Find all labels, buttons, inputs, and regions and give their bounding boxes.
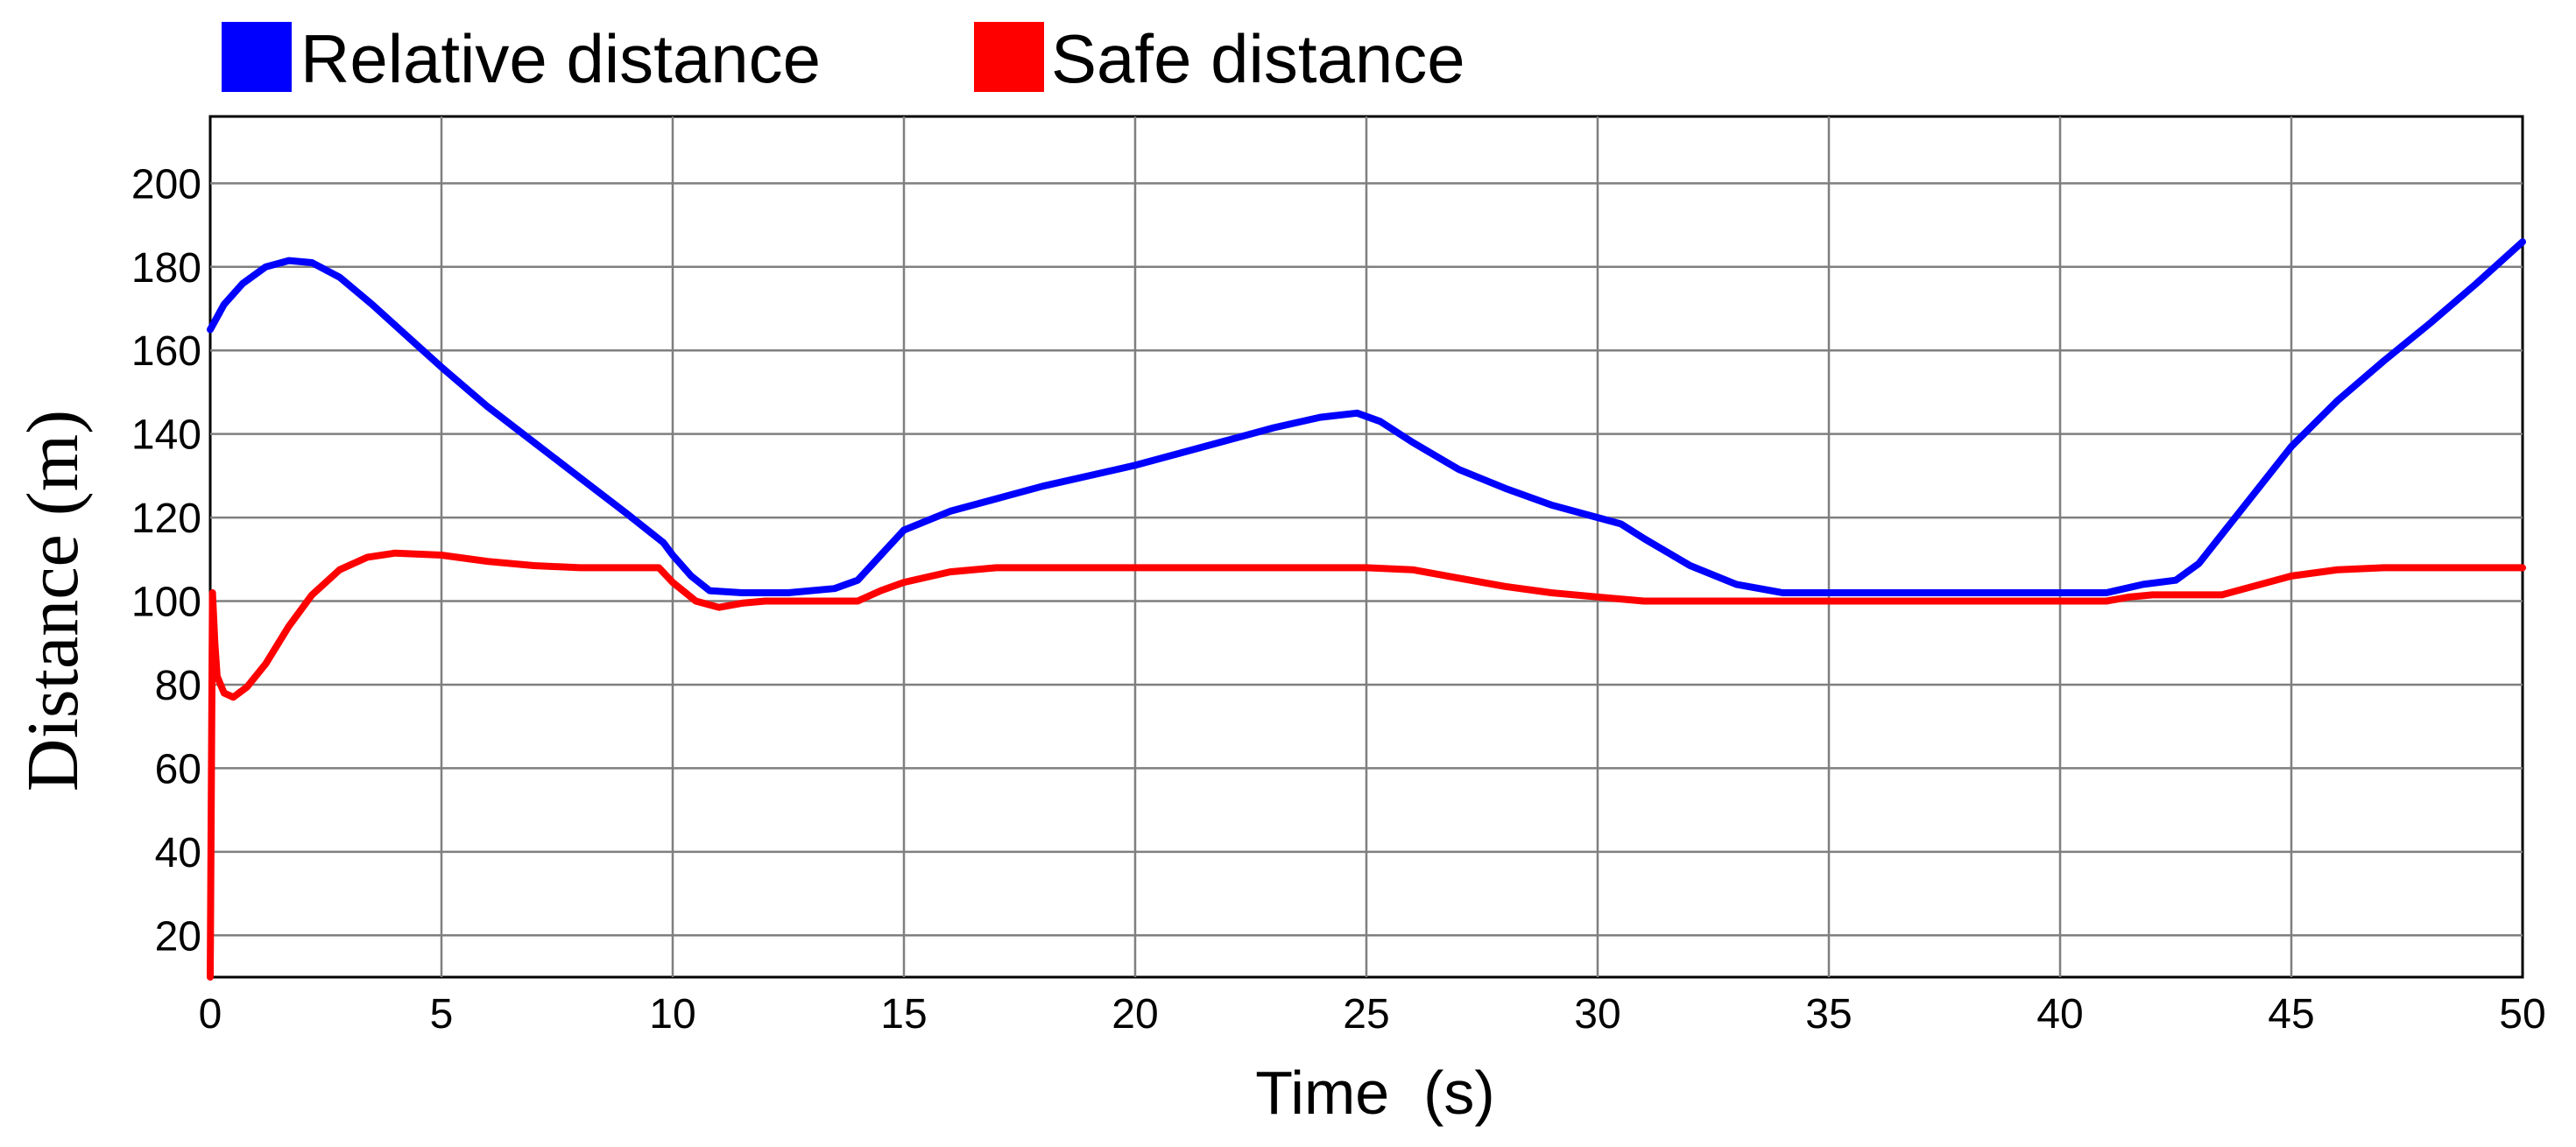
y-tick-label: 20 [155,913,201,960]
y-axis-title: Distance (m) [12,410,94,792]
x-axis-ticks: 0 5 10 15 20 25 30 35 40 45 50 [199,991,2546,1038]
grid [210,116,2523,977]
y-tick-label: 140 [131,412,201,459]
x-tick-label: 30 [1574,991,1620,1038]
series-line-safe-distance [207,549,2526,981]
legend-label-relative-distance: Relative distance [300,20,821,97]
x-tick-label: 20 [1112,991,1158,1038]
x-tick-label: 35 [1805,991,1852,1038]
x-tick-label: 40 [2036,991,2083,1038]
y-axis-ticks: 20 40 60 80 100 120 140 160 180 200 [131,161,201,960]
series-group [207,238,2526,981]
y-tick-label: 80 [155,663,201,709]
x-tick-label: 5 [430,991,454,1038]
x-tick-label: 50 [2499,991,2545,1038]
legend-swatch-safe-distance [974,22,1044,92]
x-tick-label: 15 [880,991,927,1038]
y-tick-label: 40 [155,830,201,876]
y-tick-label: 200 [131,161,201,208]
y-tick-label: 120 [131,496,201,542]
series-line-relative-distance [207,238,2526,596]
y-tick-label: 60 [155,746,201,792]
legend-swatch-relative-distance [222,22,292,92]
x-tick-label: 0 [199,991,222,1038]
legend: Relative distance Safe distance [222,20,1465,97]
legend-label-safe-distance: Safe distance [1051,20,1465,97]
y-tick-label: 100 [131,580,201,626]
y-tick-label: 160 [131,328,201,375]
y-tick-label: 180 [131,245,201,292]
x-tick-label: 10 [649,991,695,1038]
x-tick-label: 45 [2268,991,2314,1038]
x-tick-label: 25 [1343,991,1389,1038]
x-axis-title: Time (s) [1255,1059,1494,1127]
